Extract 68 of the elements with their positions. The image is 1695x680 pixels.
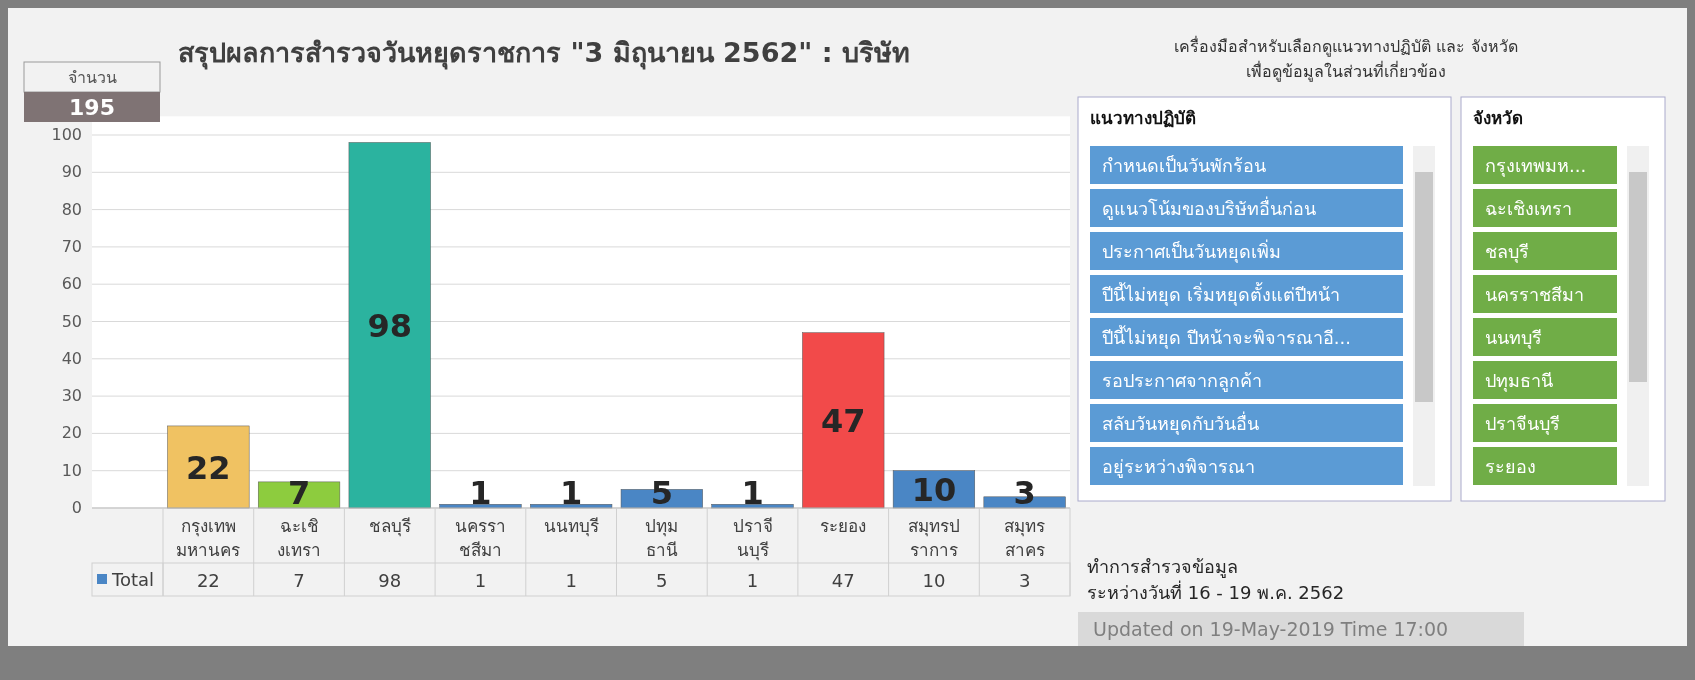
text: ระหว่างวันที่ 16 - 19 พ.ค. 2562 <box>1087 580 1345 603</box>
text: 98 <box>367 307 413 346</box>
y-tick-label: 60 <box>61 274 82 294</box>
text: ปีนี้ไม่หยุด เริ่มหยุดตั้งแต่ปีหน้า <box>1102 282 1340 306</box>
y-tick-label: 30 <box>61 386 82 406</box>
text: ฉะเชิงเทรา <box>1485 198 1572 219</box>
y-tick-label: 80 <box>61 199 82 219</box>
text: ดูแนวโน้มของบริษัทอื่นก่อน <box>1102 196 1316 220</box>
text: ปีนี้ไม่หยุด ปีหน้าจะพิจารณาอี... <box>1102 325 1351 349</box>
text: จังหวัด <box>1473 108 1523 128</box>
x-tick-label: สมุทรสาคร <box>1004 516 1046 560</box>
text: กำหนดเป็นวันพักร้อน <box>1102 154 1266 176</box>
y-tick-label: 50 <box>61 311 82 331</box>
x-tick-label: กรุงเทพมหานคร <box>176 516 241 560</box>
bar <box>167 425 250 509</box>
x-tick-label: นครราชสีมา <box>454 516 506 560</box>
text: 1 <box>741 474 764 512</box>
y-tick-label: 20 <box>61 423 82 443</box>
text: สลับวันหยุดกับวันอื่น <box>1102 411 1259 435</box>
text: 22 <box>186 448 231 487</box>
data-label: 10 <box>922 570 946 591</box>
y-tick-label: 10 <box>61 460 82 480</box>
data-label: 1 <box>565 570 577 591</box>
y-tick-label: 90 <box>61 162 82 182</box>
text: 7 <box>287 474 311 512</box>
data-label: 3 <box>1018 570 1031 591</box>
legend-label: Total <box>111 569 155 590</box>
y-tick-label: 0 <box>71 498 82 517</box>
text: 1 <box>560 474 583 512</box>
text: ทำการสำรวจข้อมูล <box>1087 556 1238 578</box>
text: 1 <box>469 474 492 512</box>
text: 10 <box>911 471 957 510</box>
text: Updated on 19-May-2019 Time 17:00 <box>1093 618 1449 640</box>
text: จำนวน <box>67 68 117 87</box>
text: ปทุมธานี <box>1485 370 1553 392</box>
bar <box>348 142 431 509</box>
data-label: 98 <box>378 570 402 591</box>
text: 47 <box>820 402 866 441</box>
x-tick-label: ระยอง <box>820 516 867 536</box>
text: ระยอง <box>1485 456 1536 477</box>
annotation: 195 <box>69 95 115 120</box>
x-tick-label: ปราจีนบุรี <box>732 516 773 561</box>
data-label: 5 <box>656 570 668 591</box>
x-tick-label: นนทบุรี <box>543 516 599 537</box>
text: นครราชสีมา <box>1485 284 1584 305</box>
data-label: 7 <box>293 570 305 591</box>
text: กรุงเทพมห... <box>1485 155 1587 177</box>
bar <box>802 332 885 509</box>
y-tick-label: 40 <box>61 348 82 368</box>
text: ชลบุรี <box>1485 241 1529 263</box>
x-tick-label: สมุทรปราการ <box>907 516 960 560</box>
data-label: 22 <box>196 570 220 591</box>
x-tick-label: ชลบุรี <box>368 516 411 537</box>
text: นนทบุรี <box>1485 327 1542 349</box>
y-tick-label: 100 <box>51 125 82 144</box>
x-tick-label: ปทุมธานี <box>645 516 679 560</box>
text: ประกาศเป็นวันหยุดเพิ่ม <box>1102 239 1281 263</box>
data-label: 47 <box>831 570 855 591</box>
text: ปราจีนบุรี <box>1485 413 1560 435</box>
chart-title: สรุปผลการสำรวจวันหยุดราชการ "3 มิถุนายน 2562" : บริษัท <box>178 37 910 70</box>
text: เครื่องมือสำหรับเลือกดูแนวทางปฏิบัติ และ จังหวัด เพื่อดูข้อมูลในส่วนที่เกี่ยวข้อง <box>1174 35 1518 82</box>
text: อยู่ระหว่างพิจารณา <box>1102 456 1255 478</box>
x-tick-label: ฉะเชิงเทรา <box>277 516 322 560</box>
data-label: 1 <box>746 570 759 591</box>
data-label: 1 <box>474 570 487 591</box>
y-tick-label: 70 <box>61 236 82 256</box>
text: แนวทางปฏิบัติ <box>1090 108 1196 128</box>
text: รอประกาศจากลูกค้า <box>1102 370 1262 392</box>
